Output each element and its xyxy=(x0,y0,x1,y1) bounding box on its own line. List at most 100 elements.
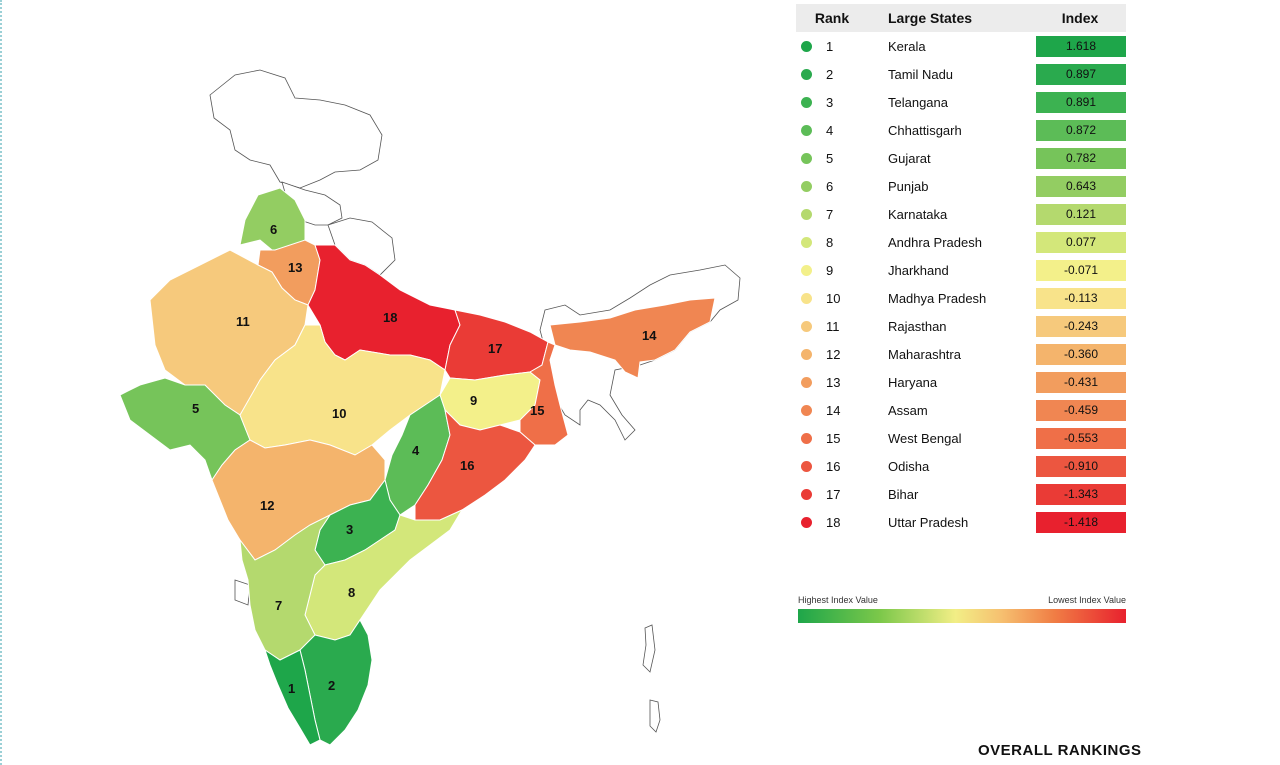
state-name: Odisha xyxy=(888,458,930,474)
rank-dot-cell xyxy=(798,152,814,164)
state-name: Maharashtra xyxy=(888,346,961,362)
index-value: -0.431 xyxy=(1036,371,1126,393)
index-value: -0.459 xyxy=(1036,399,1126,421)
table-row: 6 Punjab 0.643 xyxy=(796,172,1126,200)
map-label-12: 12 xyxy=(260,498,274,513)
rank-number: 13 xyxy=(826,374,841,390)
state-name: Jharkhand xyxy=(888,262,949,278)
state-name: Tamil Nadu xyxy=(888,66,954,82)
rank-number: 17 xyxy=(826,486,841,502)
map-label-11: 11 xyxy=(236,314,250,329)
state-name: Uttar Pradesh xyxy=(888,514,969,530)
table-row: 10 Madhya Pradesh -0.113 xyxy=(796,284,1126,312)
table-row: 16 Odisha -0.910 xyxy=(796,452,1126,480)
rank-dot-cell xyxy=(798,488,814,500)
header-state: Large States xyxy=(888,10,973,26)
map-label-7: 7 xyxy=(275,598,282,613)
rankings-table: Rank Large States Index 1 Kerala 1.618 2 Tam… xyxy=(796,4,1126,536)
rank-dot-cell xyxy=(798,180,814,192)
index-value: -1.418 xyxy=(1036,511,1126,533)
rank-dot-icon xyxy=(800,292,812,304)
rank-dot-cell xyxy=(798,124,814,136)
rank-dot-icon xyxy=(800,124,812,136)
state-name: Punjab xyxy=(888,178,929,194)
state-name: West Bengal xyxy=(888,430,962,446)
rank-dot-cell xyxy=(798,208,814,220)
index-value: -0.360 xyxy=(1036,343,1126,365)
rank-dot-cell xyxy=(798,432,814,444)
rank-number: 11 xyxy=(826,318,840,334)
rank-dot-cell xyxy=(798,96,814,108)
state-name: Bihar xyxy=(888,486,919,502)
table-row: 4 Chhattisgarh 0.872 xyxy=(796,116,1126,144)
map-label-17: 17 xyxy=(488,341,502,356)
header-rank: Rank xyxy=(814,10,850,26)
region-unranked-islands-2 xyxy=(649,699,661,733)
index-value: 0.897 xyxy=(1036,63,1126,85)
state-karnataka xyxy=(239,513,332,661)
table-row: 9 Jharkhand -0.071 xyxy=(796,256,1126,284)
map-label-9: 9 xyxy=(470,393,477,408)
rank-dot-cell xyxy=(798,460,814,472)
rank-number: 2 xyxy=(826,66,834,82)
state-name: Assam xyxy=(888,402,928,418)
rank-dot-cell xyxy=(798,516,814,528)
table-row: 18 Uttar Pradesh -1.418 xyxy=(796,508,1126,536)
state-name: Haryana xyxy=(888,374,938,390)
rank-dot-cell xyxy=(798,236,814,248)
rank-dot-cell xyxy=(798,40,814,52)
rank-dot-icon xyxy=(800,208,812,220)
rank-dot-icon xyxy=(800,348,812,360)
index-value: -0.553 xyxy=(1036,427,1126,449)
rank-dot-icon xyxy=(800,488,812,500)
index-value: 0.121 xyxy=(1036,203,1126,225)
table-body: 1 Kerala 1.618 2 Tamil Nadu 0.897 3 Telangana 0.… xyxy=(796,32,1126,536)
index-value: 1.618 xyxy=(1036,35,1126,57)
rank-dot-icon xyxy=(800,152,812,164)
map-label-5: 5 xyxy=(192,401,199,416)
rank-number: 1 xyxy=(826,38,834,54)
legend-low-label: Lowest Index Value xyxy=(1048,595,1126,605)
rank-dot-cell xyxy=(798,68,814,80)
state-name: Rajasthan xyxy=(888,318,947,334)
state-name: Madhya Pradesh xyxy=(888,290,987,306)
rank-dot-cell xyxy=(798,292,814,304)
state-name: Andhra Pradesh xyxy=(888,234,982,250)
india-choropleth-map: 1 2 3 4 5 6 7 8 9 10 11 12 13 14 15 16 1… xyxy=(110,60,760,760)
map-label-8: 8 xyxy=(348,585,355,600)
rank-dot-icon xyxy=(800,320,812,332)
rank-dot-cell xyxy=(798,376,814,388)
index-value: -0.910 xyxy=(1036,455,1126,477)
rank-dot-cell xyxy=(798,404,814,416)
rank-dot-icon xyxy=(800,404,812,416)
table-row: 11 Rajasthan -0.243 xyxy=(796,312,1126,340)
index-value: -0.113 xyxy=(1036,287,1126,309)
index-value: -1.343 xyxy=(1036,483,1126,505)
rank-number: 9 xyxy=(826,262,834,278)
rank-number: 4 xyxy=(826,122,834,138)
table-row: 15 West Bengal -0.553 xyxy=(796,424,1126,452)
rank-dot-icon xyxy=(800,376,812,388)
map-label-10: 10 xyxy=(332,406,346,421)
map-label-13: 13 xyxy=(288,260,302,275)
legend-gradient-bar xyxy=(798,609,1126,623)
table-row: 2 Tamil Nadu 0.897 xyxy=(796,60,1126,88)
table-row: 13 Haryana -0.431 xyxy=(796,368,1126,396)
map-label-15: 15 xyxy=(530,403,544,418)
state-name: Kerala xyxy=(888,38,926,54)
header-index: Index xyxy=(1061,10,1099,26)
rank-dot-icon xyxy=(800,40,812,52)
rank-number: 14 xyxy=(826,402,841,418)
rank-number: 7 xyxy=(826,206,834,222)
region-unranked-islands xyxy=(642,624,656,673)
state-odisha xyxy=(414,408,536,521)
rank-dot-cell xyxy=(798,348,814,360)
table-header: Rank Large States Index xyxy=(796,4,1126,32)
table-row: 12 Maharashtra -0.360 xyxy=(796,340,1126,368)
frame-edge xyxy=(0,0,5,765)
state-name: Karnataka xyxy=(888,206,948,222)
table-row: 5 Gujarat 0.782 xyxy=(796,144,1126,172)
map-label-1: 1 xyxy=(288,681,295,696)
index-value: -0.243 xyxy=(1036,315,1126,337)
caption: OVERALL RANKINGS xyxy=(978,742,1142,759)
